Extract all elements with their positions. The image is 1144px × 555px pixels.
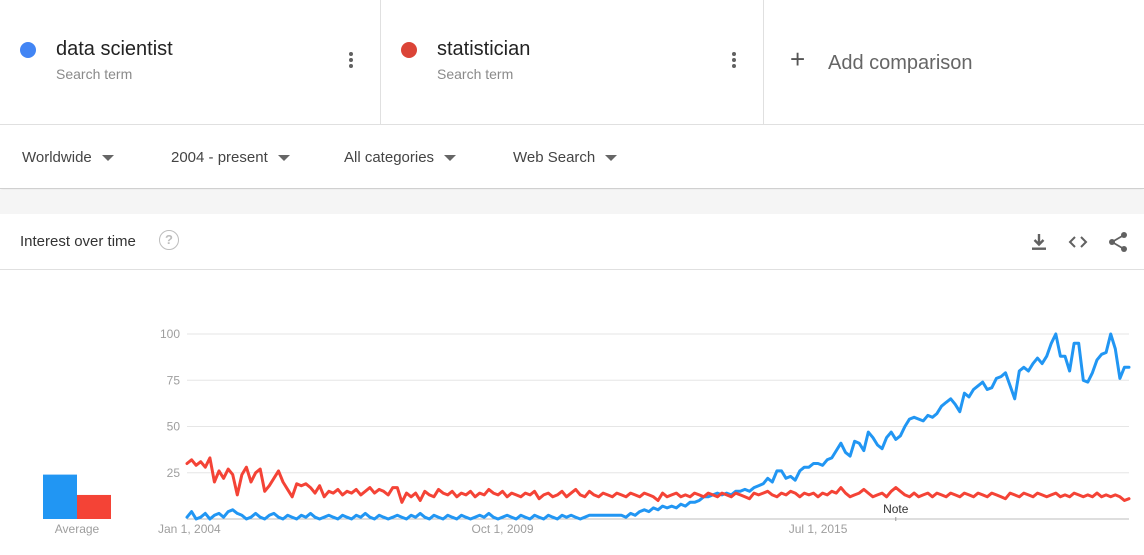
term-name[interactable]: statistician xyxy=(437,38,531,60)
note-label[interactable]: Note xyxy=(883,502,909,516)
series-line-statistician[interactable] xyxy=(185,456,1131,504)
embed-code-icon[interactable] xyxy=(1066,230,1090,254)
share-icon[interactable] xyxy=(1106,230,1130,254)
average-bar-statistician[interactable] xyxy=(77,494,111,519)
filter-label: 2004 - present xyxy=(171,149,268,166)
y-tick-label: 50 xyxy=(167,420,181,434)
term-subtitle: Search term xyxy=(56,66,133,82)
caret-down-icon xyxy=(277,155,290,161)
caret-down-icon xyxy=(101,155,114,161)
y-tick-label: 100 xyxy=(160,327,180,341)
y-tick-label: 75 xyxy=(167,373,181,387)
filter-category[interactable]: All categories xyxy=(344,149,457,166)
chart-series xyxy=(185,332,1131,521)
filter-label: All categories xyxy=(344,149,435,166)
average-bars: Average xyxy=(43,474,111,536)
section-gap xyxy=(0,190,1144,214)
card-header: Interest over time ? xyxy=(0,214,1144,270)
caret-down-icon xyxy=(444,155,457,161)
interest-chart: 100 75 50 25 Jan 1, 2004 Oct 1, 2009 Jul 1, 2… xyxy=(43,327,1131,536)
term-color-dot xyxy=(20,42,36,58)
x-tick-label: Jul 1, 2015 xyxy=(789,522,848,536)
series-line-data-scientist[interactable] xyxy=(185,332,1131,521)
term-card-statistician[interactable]: statistician Search term xyxy=(381,0,764,124)
term-name[interactable]: data scientist xyxy=(56,38,173,60)
add-comparison-label[interactable]: Add comparison xyxy=(828,52,973,74)
y-axis-labels: 100 75 50 25 xyxy=(160,327,180,480)
more-vert-icon[interactable] xyxy=(342,50,360,70)
interest-over-time-card: Interest over time ? 100 75 50 25 Jan 1, 20… xyxy=(0,214,1144,555)
filter-region[interactable]: Worldwide xyxy=(22,149,114,166)
card-title: Interest over time xyxy=(20,233,136,250)
chart-note[interactable]: Note xyxy=(883,502,909,521)
filter-bar: Worldwide 2004 - present All categories … xyxy=(0,125,1144,189)
term-color-dot xyxy=(401,42,417,58)
more-vert-icon[interactable] xyxy=(725,50,743,70)
filter-label: Web Search xyxy=(513,149,596,166)
filter-time-range[interactable]: 2004 - present xyxy=(171,149,290,166)
x-tick-label: Jan 1, 2004 xyxy=(158,522,221,536)
term-card-data-scientist[interactable]: data scientist Search term xyxy=(0,0,381,124)
help-icon[interactable]: ? xyxy=(159,230,179,250)
term-subtitle: Search term xyxy=(437,66,514,82)
x-axis-labels: Jan 1, 2004 Oct 1, 2009 Jul 1, 2015 xyxy=(158,522,848,536)
filter-label: Worldwide xyxy=(22,149,92,166)
chart-gridlines xyxy=(187,333,1129,520)
filter-search-type[interactable]: Web Search xyxy=(513,149,618,166)
comparison-bar: data scientist Search term statistician … xyxy=(0,0,1144,125)
x-tick-label: Oct 1, 2009 xyxy=(472,522,534,536)
y-tick-label: 25 xyxy=(167,466,181,480)
caret-down-icon xyxy=(605,155,618,161)
average-label: Average xyxy=(55,522,100,536)
download-icon[interactable] xyxy=(1027,230,1051,254)
average-bar-data-scientist[interactable] xyxy=(43,474,77,519)
add-comparison-button[interactable]: + Add comparison xyxy=(764,0,1144,124)
plus-icon[interactable]: + xyxy=(790,44,806,74)
